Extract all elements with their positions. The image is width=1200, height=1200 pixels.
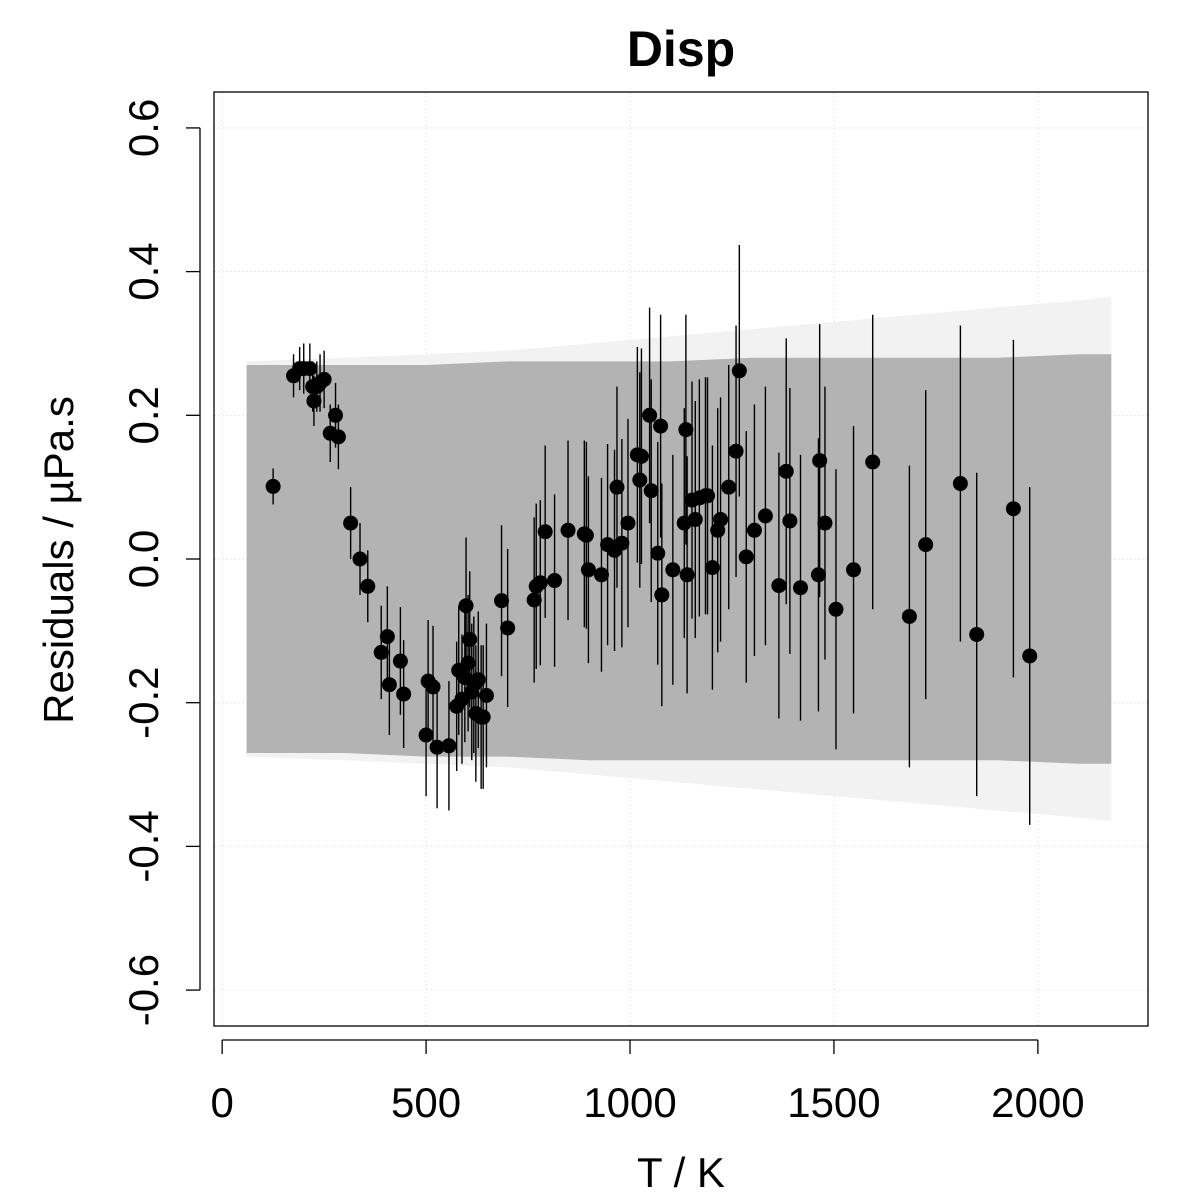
data-point — [392, 653, 408, 669]
data-point — [500, 620, 516, 636]
data-point — [429, 739, 445, 755]
y-axis-label: Residuals / µPa.s — [35, 396, 82, 724]
data-points — [265, 245, 1038, 825]
data-point — [687, 511, 703, 527]
data-point — [1005, 501, 1021, 517]
data-point — [746, 522, 762, 538]
data-point — [396, 686, 412, 702]
data-point — [704, 560, 720, 576]
data-point — [547, 573, 563, 589]
data-point — [643, 483, 659, 499]
x-tick-label: 0 — [210, 1079, 233, 1126]
data-point — [812, 453, 828, 469]
y-axis: -0.6 -0.4 -0.2 0.0 0.2 0.4 0.6 — [120, 99, 201, 1026]
inner-band — [246, 354, 1112, 764]
data-point — [901, 608, 917, 624]
data-point — [593, 567, 609, 583]
data-point — [721, 479, 737, 495]
x-tick-label: 2000 — [991, 1079, 1084, 1126]
y-tick-label: 0.0 — [120, 530, 167, 588]
data-point — [560, 522, 576, 538]
data-point — [713, 511, 729, 527]
data-point — [458, 598, 474, 614]
data-point — [731, 363, 747, 379]
data-point — [654, 587, 670, 603]
y-tick-label: -0.2 — [120, 667, 167, 739]
plot-frame — [213, 91, 1149, 1027]
data-point — [330, 429, 346, 445]
data-point — [328, 407, 344, 423]
data-point — [379, 629, 395, 645]
data-point — [793, 580, 809, 596]
data-point — [441, 738, 457, 754]
data-point — [537, 524, 553, 540]
data-point — [817, 515, 833, 531]
data-point — [306, 393, 322, 409]
data-point — [532, 575, 548, 591]
data-point — [679, 567, 695, 583]
data-point — [632, 472, 648, 488]
data-point — [343, 515, 359, 531]
data-point — [778, 463, 794, 479]
x-tick-label: 500 — [391, 1079, 461, 1126]
y-tick-label: 0.6 — [120, 99, 167, 157]
data-point — [418, 727, 434, 743]
data-point — [757, 508, 773, 524]
data-point — [728, 443, 744, 459]
y-tick-label: 0.2 — [120, 386, 167, 444]
data-point — [360, 578, 376, 594]
data-point — [828, 601, 844, 617]
data-point — [425, 679, 441, 695]
data-point — [470, 672, 486, 688]
x-axis: 0 500 1000 1500 2000 — [210, 1039, 1085, 1126]
x-tick-label: 1000 — [583, 1079, 676, 1126]
x-tick-label: 1500 — [787, 1079, 880, 1126]
data-point — [614, 535, 630, 551]
data-point — [678, 422, 694, 438]
y-tick-label: -0.4 — [120, 810, 167, 882]
chart-title: Disp — [627, 21, 735, 77]
data-point — [738, 549, 754, 565]
data-point — [620, 515, 636, 531]
data-point — [381, 677, 397, 693]
data-point — [969, 626, 985, 642]
data-point — [1022, 648, 1038, 664]
data-point — [846, 562, 862, 578]
data-point — [460, 655, 476, 671]
x-axis-label: T / K — [637, 1149, 725, 1196]
data-point — [952, 476, 968, 492]
data-point — [526, 592, 542, 608]
data-point — [475, 709, 491, 725]
data-point — [771, 578, 787, 594]
data-point — [352, 551, 368, 567]
confidence-bands — [246, 296, 1112, 822]
data-point — [782, 513, 798, 529]
data-point — [373, 644, 389, 660]
y-tick-label: 0.4 — [120, 242, 167, 300]
data-point — [665, 562, 681, 578]
data-point — [633, 448, 649, 464]
data-point — [653, 418, 669, 434]
data-point — [650, 545, 666, 561]
data-point — [578, 527, 594, 543]
data-point — [865, 454, 881, 470]
data-point — [265, 478, 281, 494]
data-point — [609, 479, 625, 495]
data-point — [494, 593, 510, 609]
y-tick-label: -0.6 — [120, 954, 167, 1026]
data-point — [478, 688, 494, 704]
data-point — [462, 631, 478, 647]
data-point — [918, 537, 934, 553]
data-point — [580, 562, 596, 578]
data-point — [700, 488, 716, 504]
data-point — [302, 361, 318, 377]
data-point — [642, 407, 658, 423]
data-point — [810, 567, 826, 583]
data-point — [316, 371, 332, 387]
